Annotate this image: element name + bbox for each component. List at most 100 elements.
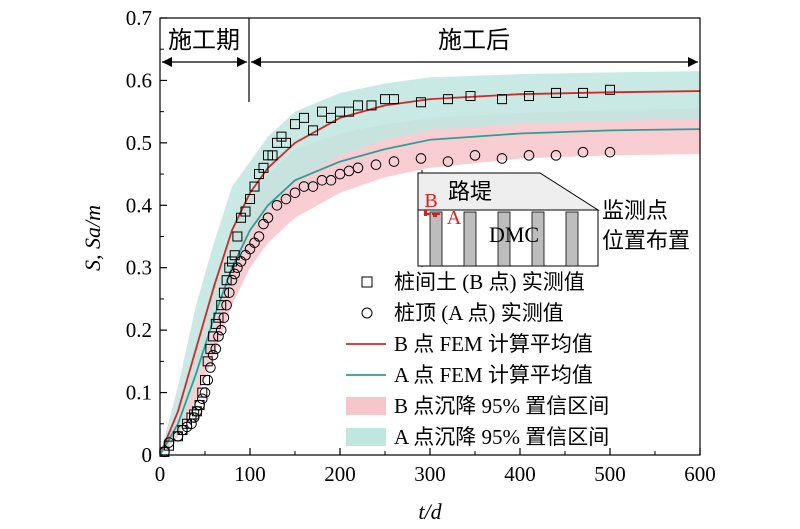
a-measured-point: [163, 437, 175, 448]
a-measured-point: [226, 274, 238, 286]
embankment-label: 路堤: [448, 179, 492, 204]
b-measured-point: [366, 100, 377, 111]
a-measured-point: [202, 374, 213, 386]
a-measured-point: [229, 268, 240, 280]
monitor-point-b-marker: [424, 210, 427, 216]
a-measured-point: [218, 312, 230, 323]
a-measured-point: [191, 406, 203, 417]
inset-diagram: 路堤 DMC B A 监测点 位置布置: [417, 170, 690, 268]
b-measured-point: [218, 287, 229, 298]
a-measured-point: [388, 156, 400, 167]
b-measured-point: [281, 137, 291, 148]
phase-label-post-construction: 施工后: [438, 27, 510, 54]
y-tick-label: 0.6: [126, 68, 152, 92]
y-tick-label: 0.1: [126, 381, 152, 405]
b-measured-point: [258, 162, 269, 173]
b-measured-point: [205, 343, 216, 354]
monitor-point-b-label: B: [424, 190, 437, 212]
a-measured-point: [188, 412, 200, 423]
a-measured-point: [442, 156, 454, 167]
monitor-point-a-label: A: [447, 207, 462, 229]
a-measured-point: [604, 146, 616, 158]
x-tick-label: 400: [504, 462, 536, 486]
b-measured-point: [551, 87, 561, 98]
y-tick-label: 0: [142, 443, 153, 467]
x-axis-ticks: 0 100 200 300 400 500 600: [155, 448, 716, 486]
b-measured-point: [416, 97, 426, 108]
a-measured-point: [370, 159, 382, 171]
x-tick-label: 200: [324, 462, 356, 486]
b-measured-point: [229, 250, 240, 261]
legend-square-marker: [361, 276, 373, 288]
a-measured-point: [523, 150, 535, 161]
a-measured-point: [215, 324, 227, 336]
a-measured-point: [262, 212, 274, 224]
a-measured-point: [194, 399, 205, 411]
embankment: [417, 172, 600, 211]
dmc-column: [497, 211, 511, 267]
b-measured-point: [249, 181, 260, 192]
arrowhead: [688, 57, 698, 67]
b-measured-point: [221, 275, 232, 286]
b-measured-point: [299, 112, 309, 123]
dmc-label: DMC: [489, 222, 539, 247]
legend-label: 桩顶 (A 点) 实测值: [394, 301, 564, 325]
x-tick-label: 100: [234, 462, 266, 486]
a-fem-mean-line: [159, 128, 701, 456]
y-tick-label: 0.4: [126, 193, 153, 217]
legend-circle-marker: [361, 307, 373, 319]
y-tick-label: 0.3: [126, 256, 152, 280]
a-measured-point: [253, 231, 265, 242]
dmc-column: [565, 211, 579, 267]
b-measured-point: [202, 356, 213, 367]
b-measured-point: [317, 106, 327, 117]
a-measured-point: [298, 181, 310, 192]
a-measured-point: [210, 343, 222, 355]
b-measured-point: [344, 106, 354, 117]
arrowhead: [251, 57, 261, 67]
x-axis-label: t/d: [418, 499, 442, 524]
legend-label: B 点 FEM 计算平均值: [394, 332, 593, 356]
arrowhead: [237, 57, 247, 67]
a-measured-point: [469, 150, 481, 161]
b-measured-point: [524, 91, 534, 102]
b-measured-point: [497, 94, 507, 105]
b-measured-point: [267, 150, 278, 161]
inset-caption-line1: 监测点: [602, 198, 668, 223]
a-measured-point: [213, 331, 224, 342]
measured-markers: [159, 84, 616, 458]
b-measured-point: [353, 100, 363, 111]
b-measured-point: [389, 94, 399, 105]
phase-label-construction: 施工期: [168, 27, 240, 54]
a-measured-point: [221, 299, 232, 311]
b-measured-point: [213, 312, 224, 323]
b-measured-point: [210, 318, 221, 329]
legend-label: A 点沉降 95% 置信区间: [394, 425, 609, 449]
x-tick-label: 300: [414, 462, 446, 486]
a-measured-point: [197, 393, 208, 405]
x-tick-label: 0: [155, 462, 166, 486]
a-measured-point: [224, 287, 235, 298]
b-measured-point: [443, 94, 453, 105]
a-measured-point: [199, 387, 211, 398]
y-tick-label: 0.7: [126, 6, 152, 30]
b-measured-point: [326, 112, 336, 123]
b-measured-point: [245, 194, 255, 205]
a-measured-point: [577, 146, 589, 158]
a-measured-point: [550, 150, 562, 161]
legend-label: B 点沉降 95% 置信区间: [394, 394, 609, 418]
b-measured-point: [465, 91, 476, 102]
b-measured-point: [208, 331, 219, 342]
legend-band-swatch: [346, 397, 386, 415]
dmc-column: [429, 211, 443, 267]
a-measured-point: [352, 162, 364, 174]
b-measured-point: [605, 84, 615, 95]
b-measured-point: [232, 231, 243, 242]
b-measured-point: [216, 300, 227, 311]
legend-label: 桩间土 (B 点) 实测值: [394, 270, 585, 294]
a-measured-point: [307, 181, 319, 192]
y-tick-label: 0.2: [126, 318, 152, 342]
legend-band-swatch: [346, 428, 386, 446]
